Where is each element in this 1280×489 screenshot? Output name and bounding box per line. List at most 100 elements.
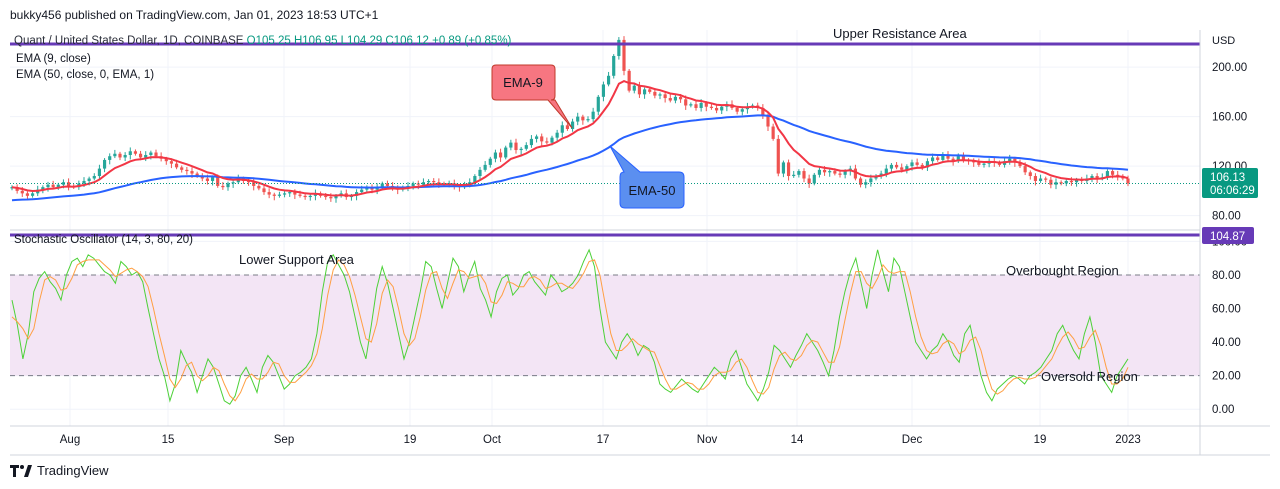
candle [622,36,626,76]
candle-body [833,171,837,174]
candle-body [982,163,986,165]
candle [504,145,508,160]
candle [601,81,606,102]
candle [1033,173,1038,186]
candle-body [421,182,426,185]
candle [108,153,112,165]
candle [560,121,564,138]
candle-body [961,156,966,160]
candle [915,158,919,167]
ema9-legend[interactable]: EMA (9, close) [16,53,91,65]
candle [1054,178,1058,190]
tradingview-footer[interactable]: TradingView [10,463,109,478]
candle [226,181,230,191]
candle [529,135,534,148]
candle-body [786,162,791,177]
candle-body [889,164,894,169]
last-price-value: 106.13 [1210,172,1245,184]
candle [534,134,539,143]
candle-body [1028,172,1032,177]
overbought-oversold-band [10,274,1200,376]
candle [365,185,369,193]
candle [272,192,276,201]
candle-body [822,169,827,173]
candle [596,94,600,116]
candle [709,103,714,110]
candle-body [380,183,384,188]
candle-body [1018,162,1022,167]
candle-body [293,192,297,195]
candle [663,91,667,103]
candle [1059,180,1063,186]
candle-body [257,185,261,189]
candle-body [534,136,539,139]
candle-body [514,142,518,151]
candle [936,155,940,162]
candle [15,184,19,194]
candle [514,138,518,154]
candle-body [668,98,672,101]
candle [478,166,482,181]
candle-body [519,148,523,151]
candle [1028,170,1032,180]
price-tick-label: 200.00 [1212,62,1247,74]
candle [617,37,621,60]
candle-body [735,107,739,112]
candle-body [740,109,744,112]
candle-body [205,178,210,181]
candle-body [169,161,174,164]
last-price-badge-bg [1202,168,1258,198]
candle [858,176,863,188]
candle-body [606,75,611,85]
candle-body [128,151,132,155]
candle-body [303,195,307,198]
candle-body [1059,182,1063,184]
candle [113,149,117,159]
candle [642,87,647,99]
stoch-legend[interactable]: Stochastic Oscillator (14, 3, 80, 20) [14,234,193,246]
candle [828,169,832,177]
ema50-legend[interactable]: EMA (50, close, 0, EMA, 1) [16,69,155,81]
time-tick-label: Oct [483,434,502,446]
candle [483,161,487,172]
candle-body [298,194,302,196]
candle-body [56,184,60,188]
candle-body [828,171,832,173]
candle-body [627,70,631,91]
upper-resistance-label: Upper Resistance Area [833,26,967,41]
candle-body [437,182,441,184]
candle-body [838,173,842,175]
candle [185,166,189,175]
price-tick-label: 80.00 [1212,211,1241,223]
candle-body [1008,158,1012,162]
candle [612,54,616,79]
candle-body [252,182,256,186]
stoch-k-line [11,248,1129,405]
candle-body [570,121,575,129]
candle-body [385,183,390,186]
candle [920,163,924,171]
candle-body [900,167,904,170]
candle-body [478,169,482,177]
candle-body [601,84,606,97]
overbought-label: Overbought Region [1006,263,1119,278]
candle-body [586,119,590,121]
candle-body [642,89,647,95]
candle [488,156,492,168]
candle [889,163,894,174]
candle-body [699,103,703,108]
candle [46,181,50,192]
candle-body [766,115,770,127]
candle [252,178,256,191]
candle-body [118,153,122,158]
candle [565,123,570,131]
candle-body [673,96,678,101]
symbol-legend[interactable]: Quant / United States Dollar, 1D, COINBA… [14,35,511,47]
candle-body [488,158,492,165]
price-tick-label: 160.00 [1212,112,1247,124]
candle-body [653,91,657,96]
stoch-tick-label: 0.00 [1212,404,1234,416]
candle [339,190,343,198]
candle-body [144,154,148,158]
